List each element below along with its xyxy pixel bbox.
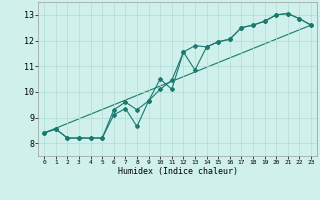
X-axis label: Humidex (Indice chaleur): Humidex (Indice chaleur) [118, 167, 238, 176]
